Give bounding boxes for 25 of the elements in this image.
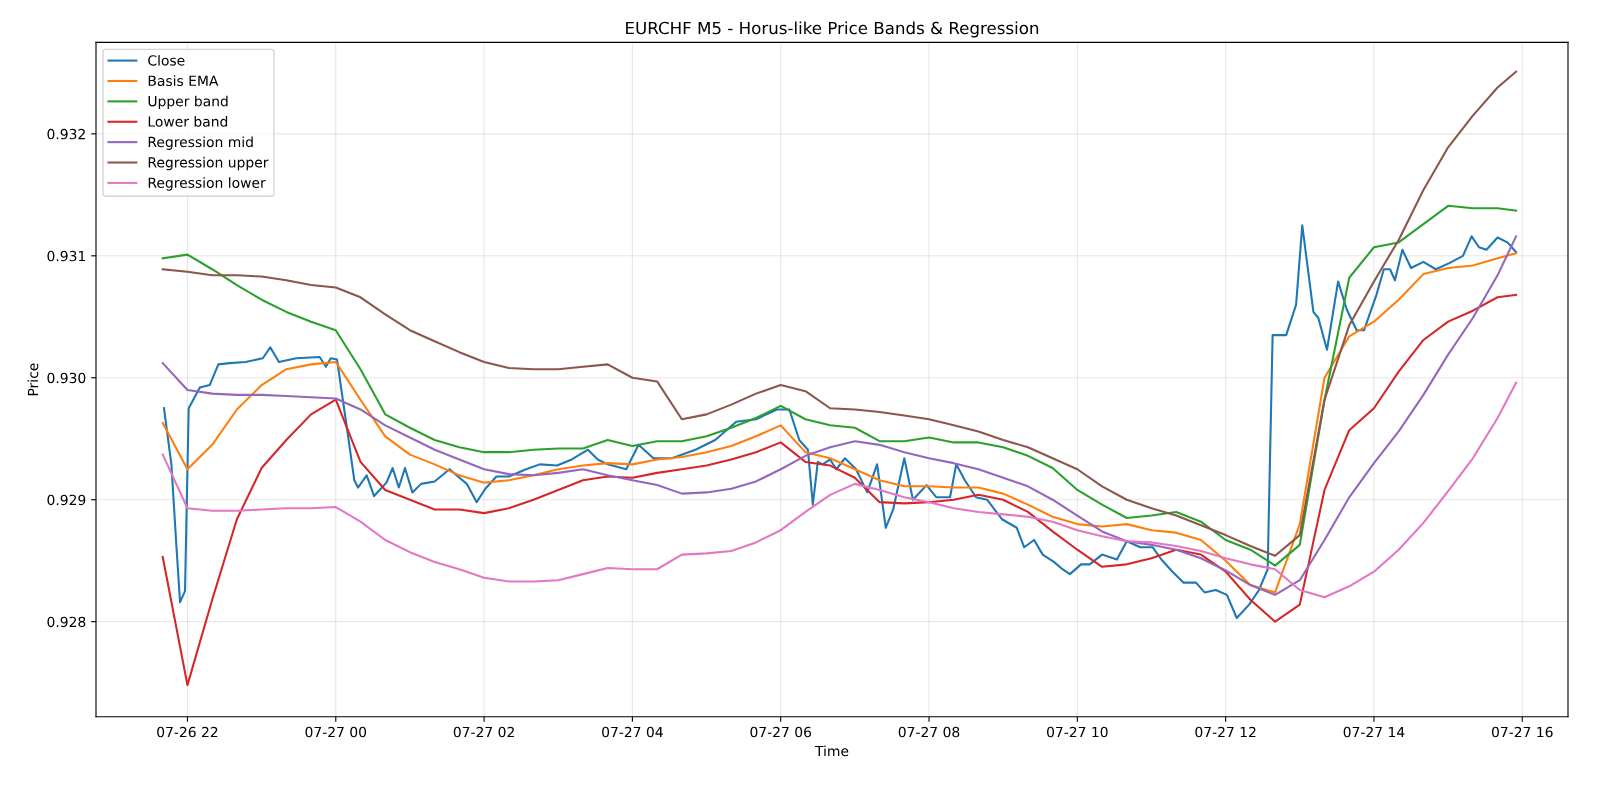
x-tick-label: 07-27 16: [1491, 726, 1553, 738]
y-tick-label: 0.932: [47, 128, 85, 140]
x-tick-label: 07-27 06: [750, 726, 812, 738]
x-tick-label: 07-27 10: [1047, 726, 1108, 738]
y-tick-label: 0.930: [47, 372, 86, 384]
x-tick-label: 07-27 12: [1195, 726, 1256, 738]
y-tick-label: 0.928: [47, 616, 86, 628]
legend-label: Regression mid: [148, 136, 253, 150]
legend-label: Lower band: [148, 116, 228, 127]
legend-label: Basis EMA: [148, 75, 219, 87]
x-tick-label: 07-26 22: [157, 726, 218, 738]
legend-label: Regression lower: [148, 177, 266, 191]
y-tick-label: 0.929: [47, 494, 86, 506]
x-tick-label: 07-27 02: [453, 726, 514, 738]
chart-title: EURCHF M5 - Horus-like Price Bands & Regression: [626, 21, 1039, 38]
legend-label: Regression upper: [148, 156, 269, 171]
y-axis-title: Price: [27, 363, 39, 396]
x-tick-label: 07-27 04: [602, 726, 663, 738]
x-tick-label: 07-27 08: [898, 726, 960, 738]
legend-label: Close: [148, 54, 185, 66]
x-tick-label: 07-27 14: [1343, 726, 1405, 738]
y-tick-label: 0.931: [47, 250, 85, 262]
legend-label: Upper band: [148, 95, 228, 110]
x-axis-title: Time: [814, 745, 849, 757]
x-tick-label: 07-27 00: [305, 726, 367, 738]
